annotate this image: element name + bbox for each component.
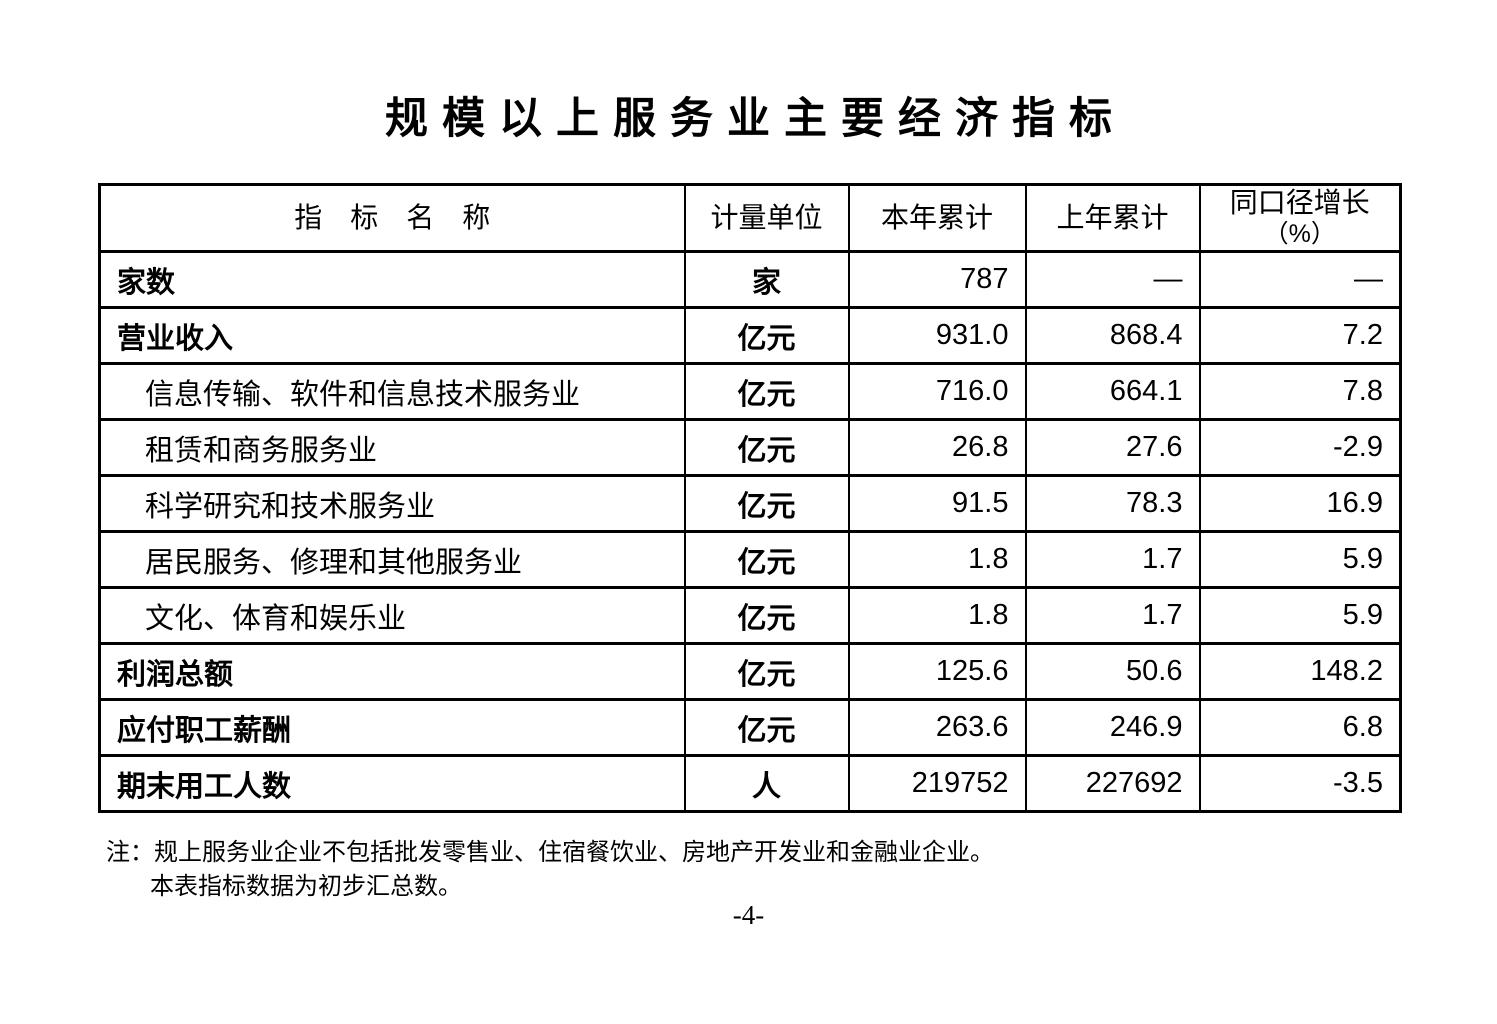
cell-previous: 27.6	[1024, 418, 1201, 477]
cell-indicator: 信息传输、软件和信息技术服务业	[98, 362, 686, 421]
cell-previous: 50.6	[1024, 642, 1201, 701]
table-row-total-count: 家数 家 787 — —	[98, 250, 1402, 309]
cell-growth: 7.2	[1198, 306, 1402, 365]
cell-current: 1.8	[847, 586, 1027, 645]
page-number: -4-	[732, 900, 765, 930]
table-row-total-profit: 利润总额 亿元 125.6 50.6 148.2	[98, 642, 1402, 701]
cell-previous: 1.7	[1024, 530, 1201, 589]
cell-current: 263.6	[847, 698, 1027, 757]
cell-indicator: 科学研究和技术服务业	[98, 474, 686, 533]
page-title: 规模以上服务业主要经济指标	[385, 95, 1126, 143]
cell-indicator: 应付职工薪酬	[98, 698, 686, 757]
cell-growth: -3.5	[1198, 754, 1402, 813]
cell-unit: 亿元	[683, 698, 850, 757]
cell-unit: 家	[683, 250, 850, 309]
cell-current: 219752	[847, 754, 1027, 813]
header-growth-line2: （%）	[1263, 219, 1336, 248]
header-unit: 计量单位	[683, 183, 850, 253]
table-row-payable-compensation: 应付职工薪酬 亿元 263.6 246.9 6.8	[98, 698, 1402, 757]
cell-current: 26.8	[847, 418, 1027, 477]
cell-unit: 亿元	[683, 586, 850, 645]
cell-indicator: 利润总额	[98, 642, 686, 701]
footnote-line-1: 注：规上服务业企业不包括批发零售业、住宿餐饮业、房地产开发业和金融业企业。	[106, 840, 994, 866]
header-previous-year: 上年累计	[1024, 183, 1201, 253]
cell-previous: 1.7	[1024, 586, 1201, 645]
cell-indicator: 文化、体育和娱乐业	[98, 586, 686, 645]
cell-current: 91.5	[847, 474, 1027, 533]
cell-current: 716.0	[847, 362, 1027, 421]
cell-growth: 5.9	[1198, 586, 1402, 645]
table-row-scientific-research: 科学研究和技术服务业 亿元 91.5 78.3 16.9	[98, 474, 1402, 533]
cell-unit: 人	[683, 754, 850, 813]
header-growth: 同口径增长 （%）	[1198, 183, 1402, 253]
cell-current: 1.8	[847, 530, 1027, 589]
cell-unit: 亿元	[683, 530, 850, 589]
cell-growth: -2.9	[1198, 418, 1402, 477]
cell-previous: 246.9	[1024, 698, 1201, 757]
cell-growth: —	[1198, 250, 1402, 309]
table-row-period-end-employees: 期末用工人数 人 219752 227692 -3.5	[98, 754, 1402, 813]
cell-previous: 664.1	[1024, 362, 1201, 421]
cell-growth: 6.8	[1198, 698, 1402, 757]
header-current-year: 本年累计	[847, 183, 1027, 253]
cell-unit: 亿元	[683, 362, 850, 421]
cell-growth: 5.9	[1198, 530, 1402, 589]
cell-previous: 78.3	[1024, 474, 1201, 533]
cell-unit: 亿元	[683, 306, 850, 365]
cell-indicator: 期末用工人数	[98, 754, 686, 813]
table-row-resident-services: 居民服务、修理和其他服务业 亿元 1.8 1.7 5.9	[98, 530, 1402, 589]
cell-unit: 亿元	[683, 642, 850, 701]
header-indicator-name: 指 标 名 称	[98, 183, 686, 253]
cell-indicator: 居民服务、修理和其他服务业	[98, 530, 686, 589]
table-row-information-services: 信息传输、软件和信息技术服务业 亿元 716.0 664.1 7.8	[98, 362, 1402, 421]
cell-unit: 亿元	[683, 418, 850, 477]
cell-indicator: 营业收入	[98, 306, 686, 365]
cell-growth: 16.9	[1198, 474, 1402, 533]
cell-indicator: 租赁和商务服务业	[98, 418, 686, 477]
footnotes: 注：规上服务业企业不包括批发零售业、住宿餐饮业、房地产开发业和金融业企业。 本表…	[106, 836, 994, 904]
header-growth-line1: 同口径增长	[1229, 186, 1370, 218]
cell-indicator: 家数	[98, 250, 686, 309]
cell-previous: 227692	[1024, 754, 1201, 813]
cell-current: 787	[847, 250, 1027, 309]
cell-growth: 148.2	[1198, 642, 1402, 701]
footnote-line-2: 本表指标数据为初步汇总数。	[150, 874, 462, 900]
cell-unit: 亿元	[683, 474, 850, 533]
table-row-culture-sports-entertainment: 文化、体育和娱乐业 亿元 1.8 1.7 5.9	[98, 586, 1402, 645]
table-row-operating-revenue: 营业收入 亿元 931.0 868.4 7.2	[98, 306, 1402, 365]
table-row-leasing-business-services: 租赁和商务服务业 亿元 26.8 27.6 -2.9	[98, 418, 1402, 477]
cell-previous: —	[1024, 250, 1201, 309]
cell-previous: 868.4	[1024, 306, 1201, 365]
cell-current: 931.0	[847, 306, 1027, 365]
indicators-table: 指 标 名 称 计量单位 本年累计 上年累计 同口径增长 （%） 家数 家 78…	[98, 183, 1402, 813]
header-row: 指 标 名 称 计量单位 本年累计 上年累计 同口径增长 （%）	[98, 183, 1402, 253]
cell-growth: 7.8	[1198, 362, 1402, 421]
cell-current: 125.6	[847, 642, 1027, 701]
